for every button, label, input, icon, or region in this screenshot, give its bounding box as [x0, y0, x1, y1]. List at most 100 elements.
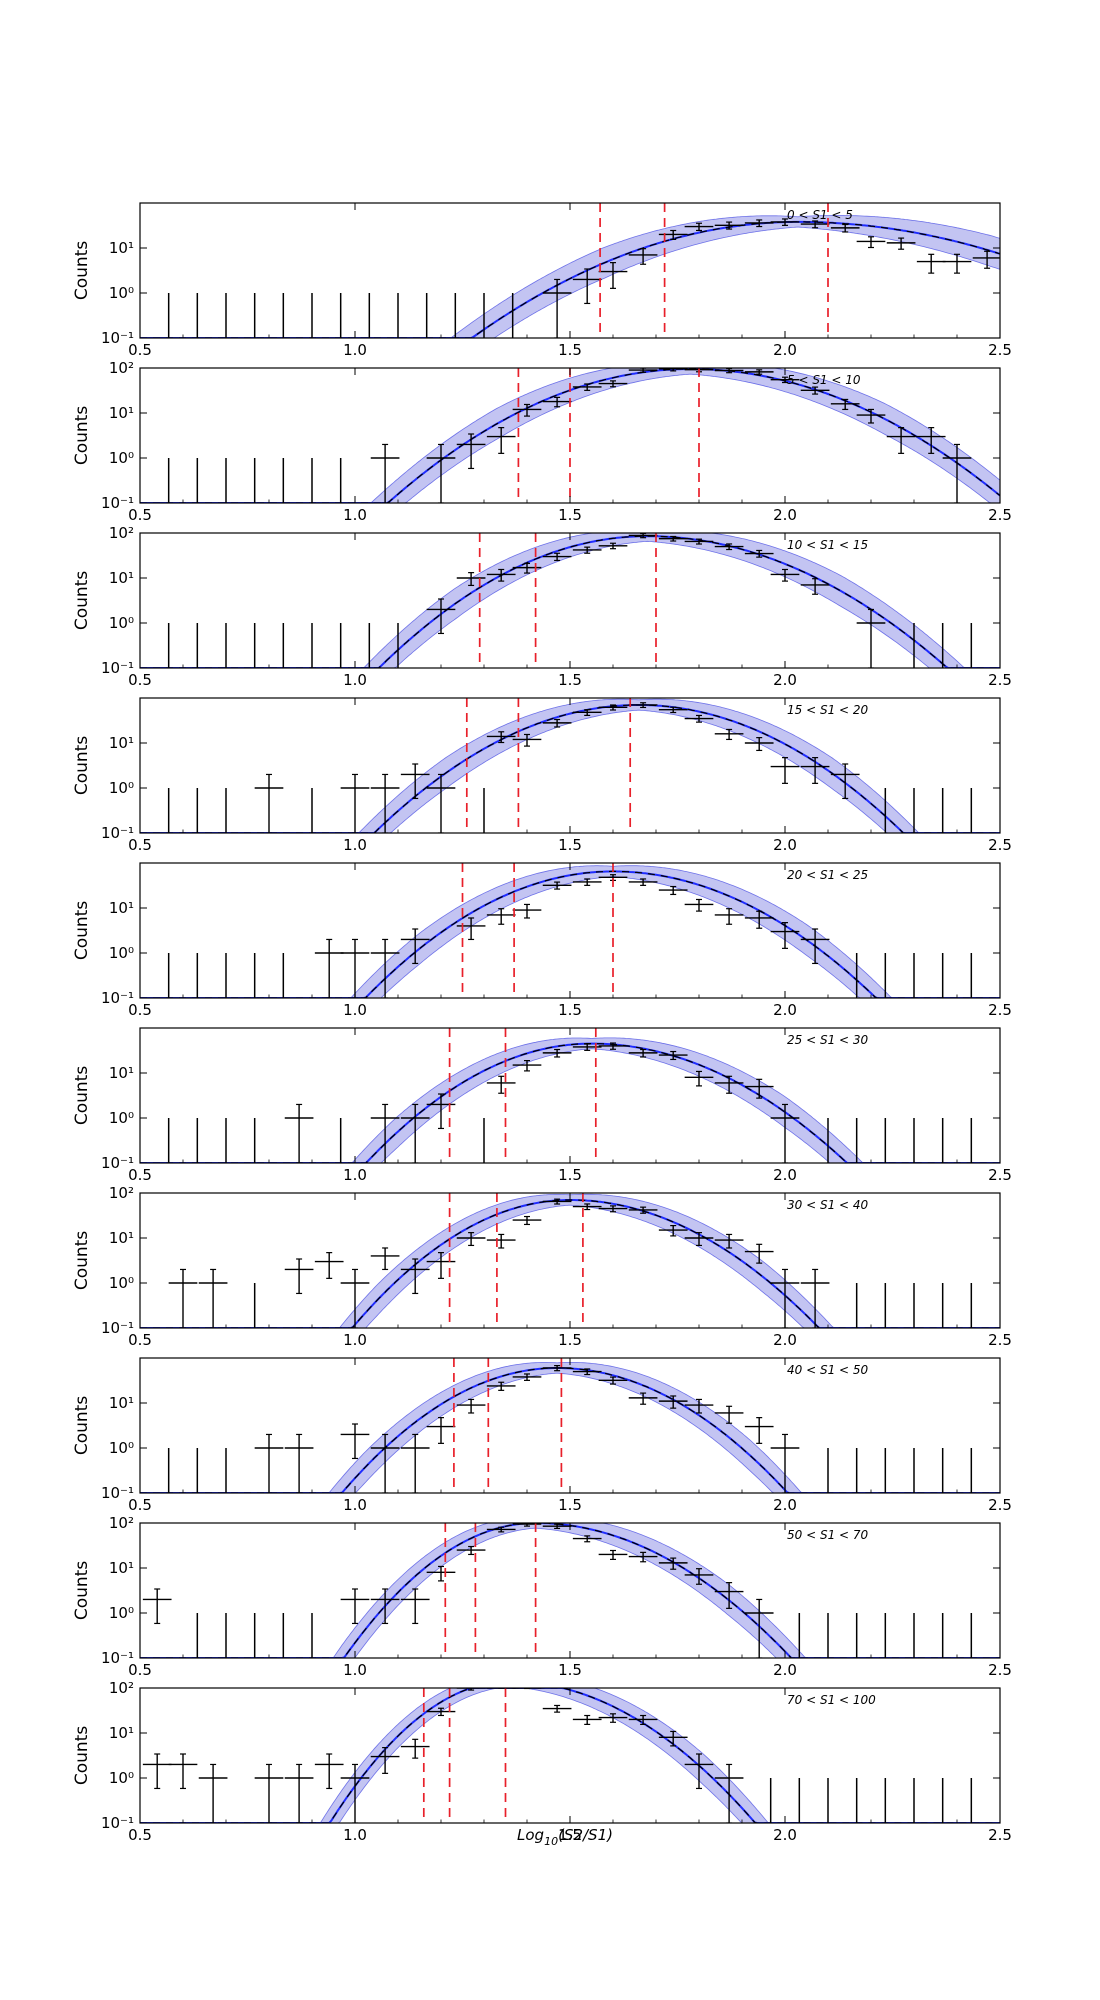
plot-area — [140, 1193, 1000, 1328]
x-tick-label: 2.5 — [988, 341, 1012, 359]
x-tick-label: 2.5 — [988, 836, 1012, 854]
panel-frame — [139, 1192, 1001, 1329]
plot-area — [140, 368, 1000, 503]
plot-area — [140, 1028, 1000, 1163]
y-tick-label: 10² — [109, 524, 134, 542]
y-tick-label: 10⁻¹ — [101, 1484, 134, 1502]
x-tick-label: 2.5 — [988, 1496, 1012, 1514]
y-tick-label: 10⁻¹ — [101, 329, 134, 347]
y-tick-label: 10² — [109, 359, 134, 377]
y-tick-label: 10⁻¹ — [101, 824, 134, 842]
uncertainty-band — [140, 215, 1000, 338]
y-axis-label: Counts — [72, 1066, 92, 1125]
y-tick-label: 10⁰ — [109, 614, 134, 632]
y-axis-label: Counts — [72, 1396, 92, 1455]
model-curve — [140, 1042, 1000, 1163]
x-tick-label: 1.5 — [558, 1001, 582, 1019]
panel-label: 5 < S1 < 10 — [787, 373, 861, 387]
x-tick-label: 2.0 — [773, 1496, 797, 1514]
y-tick-label: 10⁰ — [109, 1109, 134, 1127]
panel-9: 0.5 1.0 1.5 2.0 2.5 10⁻¹ 10⁰ 10¹ 10² Counts 50 < S… — [72, 1514, 1012, 1679]
model-median-dashed — [140, 1523, 1000, 1658]
uncertainty-band — [140, 533, 1000, 668]
x-tick-label: 2.0 — [773, 836, 797, 854]
x-tick-label: 2.0 — [773, 1826, 797, 1844]
y-tick-label: 10⁰ — [109, 284, 134, 302]
y-axis-label: Counts — [72, 736, 92, 795]
x-tick-label: 1.0 — [343, 341, 367, 359]
x-tick-label: 2.0 — [773, 1001, 797, 1019]
x-tick-label: 1.0 — [343, 1661, 367, 1679]
panel-3: 0.5 1.0 1.5 2.0 2.5 10⁻¹ 10⁰ 10¹ 10² Counts 10 < S… — [72, 524, 1012, 689]
panel-label: 70 < S1 < 100 — [787, 1693, 876, 1707]
panel-label: 15 < S1 < 20 — [787, 703, 869, 717]
y-tick-label: 10⁰ — [109, 1769, 134, 1787]
x-tick-label: 0.5 — [128, 341, 152, 359]
x-tick-label: 2.0 — [773, 506, 797, 524]
y-axis-label: Counts — [72, 901, 92, 960]
x-tick-label: 2.5 — [988, 1826, 1012, 1844]
x-tick-label: 1.0 — [343, 1166, 367, 1184]
x-tick-label: 2.5 — [988, 1166, 1012, 1184]
x-tick-label: 0.5 — [128, 1331, 152, 1349]
y-tick-label: 10⁰ — [109, 449, 134, 467]
y-tick-label: 10¹ — [109, 569, 134, 587]
panel-label: 50 < S1 < 70 — [787, 1528, 869, 1542]
y-axis-label: Counts — [72, 406, 92, 465]
x-tick-label: 0.5 — [128, 671, 152, 689]
x-tick-label: 2.0 — [773, 341, 797, 359]
model-median-dashed — [140, 1199, 1000, 1328]
panel-label: 20 < S1 < 25 — [787, 868, 868, 882]
x-tick-label: 2.5 — [988, 671, 1012, 689]
uncertainty-band — [140, 1523, 1000, 1658]
panel-label: 40 < S1 < 50 — [787, 1363, 869, 1377]
plot-area — [140, 1358, 1000, 1493]
y-axis-label: Counts — [72, 1231, 92, 1290]
y-tick-label: 10¹ — [109, 1559, 134, 1577]
panel-10: 0.5 1.0 1.5 2.0 2.5 10⁻¹ 10⁰ 10¹ 10² Counts 70 < S… — [72, 1679, 1012, 1844]
x-tick-label: 1.0 — [343, 1496, 367, 1514]
x-tick-label: 1.5 — [558, 1661, 582, 1679]
x-tick-label: 1.0 — [343, 671, 367, 689]
plot-area — [140, 203, 1000, 338]
y-tick-label: 10⁻¹ — [101, 1649, 134, 1667]
y-tick-label: 10¹ — [109, 1229, 134, 1247]
y-tick-label: 10⁰ — [109, 1274, 134, 1292]
panels: 0.5 1.0 1.5 2.0 2.5 10⁻¹ 10⁰ 10¹ Counts 0 < S1 < … — [72, 202, 1012, 1844]
plot-area — [140, 1523, 1000, 1658]
y-tick-label: 10⁻¹ — [101, 989, 134, 1007]
x-tick-label: 1.0 — [343, 1826, 367, 1844]
x-tick-label: 1.0 — [343, 836, 367, 854]
panel-label: 30 < S1 < 40 — [787, 1198, 869, 1212]
plot-area — [140, 863, 1000, 998]
model-median-dashed — [140, 368, 1000, 503]
plot-area — [140, 1688, 1000, 1823]
x-tick-label: 1.5 — [558, 671, 582, 689]
y-axis-label: Counts — [72, 241, 92, 300]
x-tick-label: 0.5 — [128, 1166, 152, 1184]
x-tick-label: 0.5 — [128, 1826, 152, 1844]
y-tick-label: 10¹ — [109, 239, 134, 257]
y-tick-label: 10⁰ — [109, 1604, 134, 1622]
plot-area — [140, 698, 1000, 833]
x-tick-label: 2.0 — [773, 1661, 797, 1679]
x-tick-label: 1.5 — [558, 506, 582, 524]
x-tick-label: 2.0 — [773, 1166, 797, 1184]
y-tick-label: 10⁻¹ — [101, 1319, 134, 1337]
x-tick-label: 0.5 — [128, 1496, 152, 1514]
uncertainty-band — [140, 1037, 1000, 1163]
x-tick-label: 1.5 — [558, 1166, 582, 1184]
uncertainty-band — [140, 865, 1000, 998]
panel-label: 25 < S1 < 30 — [787, 1033, 869, 1047]
x-tick-label: 1.5 — [558, 1331, 582, 1349]
model-curve — [140, 1199, 1000, 1328]
x-tick-label: 1.5 — [558, 341, 582, 359]
panel-5: 0.5 1.0 1.5 2.0 2.5 10⁻¹ 10⁰ 10¹ Counts 20 < S1 <… — [72, 862, 1012, 1019]
uncertainty-band — [140, 1193, 1000, 1328]
uncertainty-band — [140, 698, 1000, 833]
x-tick-label: 1.5 — [558, 1826, 582, 1844]
x-tick-label: 2.5 — [988, 1661, 1012, 1679]
y-tick-label: 10¹ — [109, 1064, 134, 1082]
y-tick-label: 10¹ — [109, 1394, 134, 1412]
